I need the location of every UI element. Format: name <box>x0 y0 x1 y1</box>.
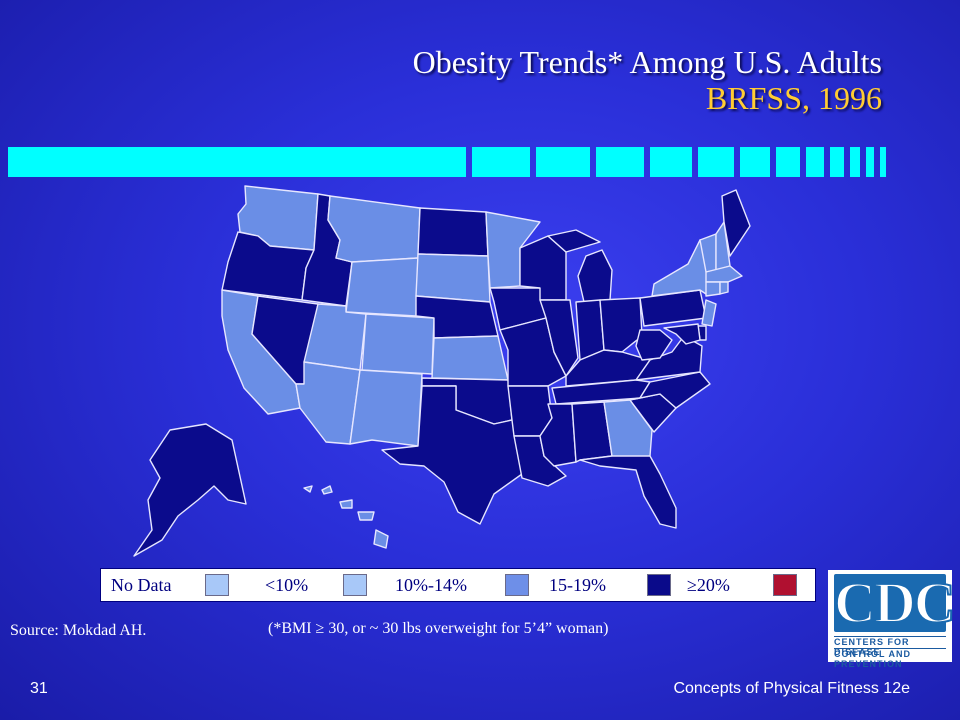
accent-bar-segment <box>806 147 824 177</box>
cdc-logo-line1: CENTERS FOR DISEASE <box>834 636 946 657</box>
state-PA <box>639 289 707 327</box>
legend-label-ge20: ≥20% <box>687 575 730 595</box>
legend-label-lt10: <10% <box>265 575 309 595</box>
cdc-logo: CDC CENTERS FOR DISEASE CONTROL AND PREV… <box>828 570 957 669</box>
accent-bar-segment <box>776 147 800 177</box>
legend-swatch-10-14 <box>505 574 529 596</box>
state-MD <box>663 323 701 345</box>
state-ND <box>417 207 489 257</box>
state-NC <box>629 371 711 409</box>
state-MT <box>327 195 421 263</box>
footnote: (*BMI ≥ 30, or ~ 30 lbs overweight for 5… <box>268 620 609 637</box>
cdc-logo-letters: CDC <box>833 570 957 635</box>
slide-title: Obesity Trends* Among U.S. Adults BRFSS,… <box>413 44 882 116</box>
slide-number: 31 <box>30 680 48 697</box>
accent-bar-segment <box>866 147 874 177</box>
state-WV <box>635 329 673 361</box>
state-TX <box>381 385 523 525</box>
accent-bar-segment <box>8 147 466 177</box>
legend-swatch-lt10 <box>343 574 367 596</box>
state-MA <box>705 265 743 283</box>
state-AZ <box>295 361 361 445</box>
accent-bar-segment <box>472 147 530 177</box>
state-CT <box>705 281 721 297</box>
legend-label-no-data: No Data <box>111 575 172 595</box>
title-main: Obesity Trends* Among U.S. Adults <box>412 44 882 80</box>
state-OH <box>599 297 643 353</box>
source-citation: Source: Mokdad AH. <box>10 622 147 639</box>
legend-swatch-15-19 <box>647 574 671 596</box>
legend-swatch-no-data <box>205 574 229 596</box>
state-NJ <box>701 299 717 327</box>
state-KS <box>431 335 509 381</box>
accent-bar-segment <box>536 147 590 177</box>
state-AK <box>133 423 247 557</box>
accent-bar-segment <box>596 147 644 177</box>
accent-bar-segment <box>650 147 692 177</box>
accent-bar-segment <box>830 147 844 177</box>
state-SD <box>415 253 491 303</box>
state-NM <box>349 369 423 447</box>
legend: No Data <10% 10%-14% 15-19% ≥20% <box>100 568 816 602</box>
state-HI <box>303 485 389 549</box>
legend-label-10-14: 10%-14% <box>395 575 467 595</box>
state-WY <box>345 257 419 317</box>
legend-label-15-19: 15-19% <box>549 575 606 595</box>
state-CO <box>361 313 435 375</box>
state-FL <box>579 455 677 529</box>
title-subtitle: BRFSS, 1996 <box>705 80 882 116</box>
state-ME <box>721 189 751 257</box>
accent-bar-segment <box>850 147 860 177</box>
course-title: Concepts of Physical Fitness 12e <box>673 680 910 697</box>
state-RI <box>719 281 729 295</box>
accent-bar-segment <box>698 147 734 177</box>
accent-bar-segment <box>740 147 770 177</box>
legend-swatch-ge20 <box>773 574 797 596</box>
cdc-logo-line2: CONTROL AND PREVENTION <box>834 648 946 669</box>
accent-bar-segment <box>880 147 886 177</box>
